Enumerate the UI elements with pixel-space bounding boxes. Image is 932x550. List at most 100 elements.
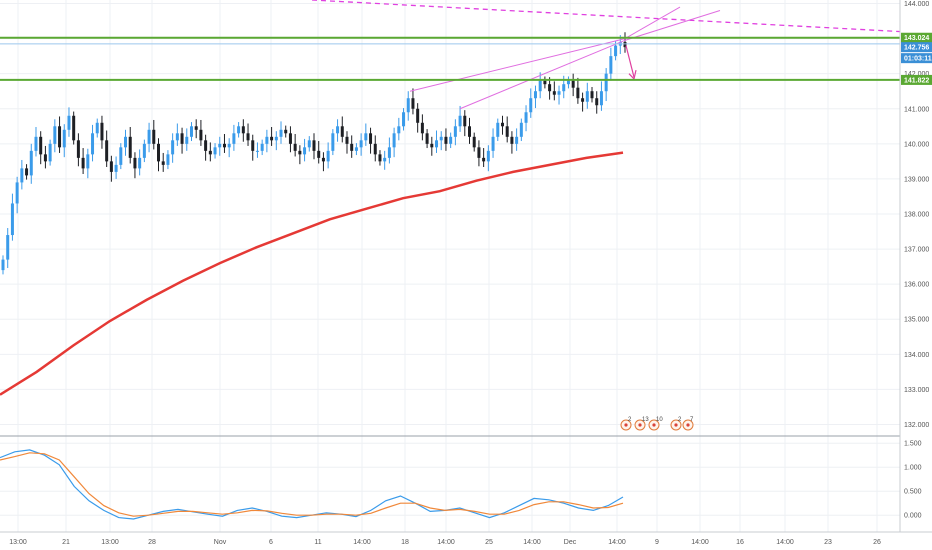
y-tick-label: 142.000	[904, 71, 929, 78]
candle-down	[444, 136, 448, 144]
candle-down	[39, 136, 43, 155]
osc-y-tick-label: 0.000	[904, 513, 922, 520]
level-lower-badge-bg	[901, 74, 932, 85]
candlestick-series	[1, 32, 627, 275]
candle-up	[260, 143, 264, 151]
event-marker-count: 7	[690, 417, 694, 423]
x-tick-label: 26	[873, 539, 881, 546]
candle-down	[581, 98, 585, 102]
y-tick-label: 138.000	[904, 211, 929, 218]
x-tick-label: 13:00	[101, 539, 119, 546]
x-tick-label: 14:00	[691, 539, 709, 546]
candle-down	[477, 147, 481, 158]
candle-down	[157, 143, 160, 162]
candle-up	[62, 129, 66, 148]
candle-up	[566, 80, 570, 85]
candle-down	[288, 133, 292, 144]
candle-up	[86, 154, 90, 169]
candle-down	[548, 84, 552, 92]
x-tick-label: 25	[485, 539, 493, 546]
candle-up	[604, 73, 608, 92]
price-axis-bg	[900, 0, 932, 550]
level-lower-badge: 141.822	[904, 77, 929, 84]
candle-up	[496, 122, 500, 137]
candle-up	[354, 147, 358, 151]
candle-down	[463, 115, 467, 127]
candle-up	[189, 126, 193, 137]
trendline-lower-ext	[624, 10, 721, 41]
candle-up	[331, 133, 335, 151]
candle-up	[557, 91, 561, 95]
countdown-badge: 01:03:11	[904, 56, 932, 63]
candle-down	[298, 150, 302, 155]
candle-up	[255, 150, 259, 152]
candle-down	[133, 157, 137, 169]
candle-down	[416, 108, 420, 123]
candle-up	[6, 235, 10, 260]
x-tick-label: 28	[148, 539, 156, 546]
candle-up	[175, 133, 179, 141]
candle-up	[67, 115, 71, 130]
moving-average-line	[0, 151, 624, 396]
level-upper-badge-bg	[901, 32, 932, 43]
candle-up	[15, 182, 19, 204]
candle-down	[128, 136, 132, 158]
candle-up	[397, 126, 401, 134]
y-tick-label: 132.000	[904, 422, 929, 429]
candle-up	[147, 129, 151, 144]
oscillator-series-fast	[0, 449, 624, 520]
candle-up	[435, 140, 439, 148]
candle-up	[439, 136, 443, 141]
x-tick-label: 6	[269, 539, 273, 546]
candle-up	[124, 136, 128, 148]
level-upper-badge: 143.024	[904, 35, 929, 42]
candle-up	[91, 133, 95, 155]
trendline-lower	[459, 39, 626, 110]
candle-up	[232, 133, 236, 144]
candle-up	[303, 147, 307, 155]
candle-down	[482, 157, 486, 162]
candle-down	[72, 115, 76, 141]
candle-up	[524, 112, 528, 123]
candle-up	[533, 91, 537, 99]
event-marker-count: 2	[628, 417, 632, 423]
x-tick-label: 9	[655, 539, 659, 546]
candle-up	[529, 98, 533, 113]
candle-down	[345, 136, 349, 144]
candle-down	[222, 143, 226, 148]
event-marker-dot	[686, 423, 690, 427]
candle-up	[114, 164, 118, 172]
candle-down	[208, 150, 212, 155]
candle-up	[406, 98, 410, 113]
candle-up	[402, 112, 406, 127]
candle-down	[270, 136, 274, 141]
event-markers[interactable]: 2 13 10 2 7	[620, 417, 694, 431]
candle-up	[585, 91, 589, 102]
x-tick-label: 21	[62, 539, 70, 546]
y-tick-label: 134.000	[904, 352, 929, 359]
candle-down	[100, 122, 104, 141]
horizontal-levels[interactable]	[0, 36, 900, 81]
y-tick-label: 144.000	[904, 1, 929, 8]
y-tick-label: 140.000	[904, 141, 929, 148]
osc-y-tick-label: 0.500	[904, 489, 922, 496]
candle-down	[350, 143, 354, 151]
candle-up	[265, 136, 269, 144]
candle-up	[599, 91, 603, 106]
candle-up	[614, 45, 618, 57]
candle-up	[185, 136, 189, 144]
candle-up	[95, 122, 99, 134]
x-tick-label: 18	[401, 539, 409, 546]
y-tick-label: 137.000	[904, 247, 929, 254]
candle-up	[138, 157, 142, 169]
candle-down	[369, 133, 373, 144]
trendline-upper-ext	[624, 6, 681, 40]
candle-up	[34, 136, 38, 151]
candle-up	[515, 136, 519, 144]
y-tick-label: 133.000	[904, 387, 929, 394]
candle-down	[194, 126, 198, 130]
candle-down	[180, 133, 184, 144]
candle-up	[387, 147, 391, 158]
